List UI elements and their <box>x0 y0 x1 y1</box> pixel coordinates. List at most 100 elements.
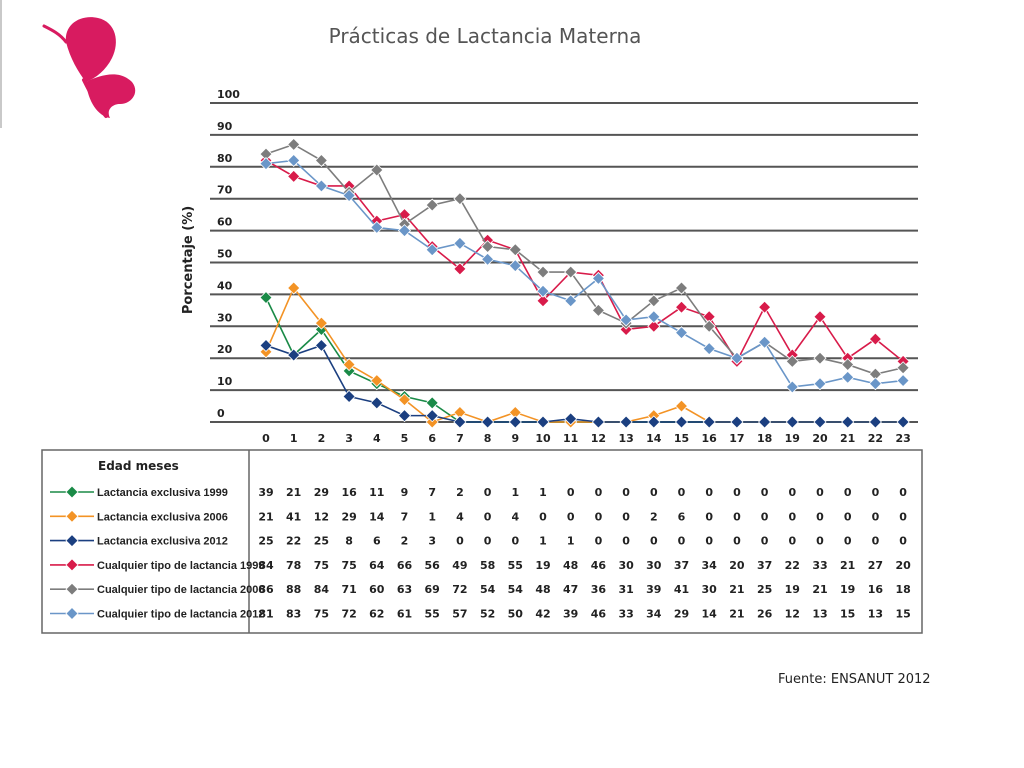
table-cell: 0 <box>484 510 492 523</box>
table-cell: 75 <box>341 559 356 572</box>
table-cell: 81 <box>258 608 273 621</box>
table-cell: 34 <box>702 559 718 572</box>
data-point <box>564 265 578 279</box>
data-point <box>868 332 882 346</box>
data-point <box>370 220 384 234</box>
data-point <box>896 415 910 429</box>
table-cell: 27 <box>868 559 883 572</box>
chart-grid <box>210 102 918 423</box>
data-point <box>397 409 412 423</box>
data-point <box>647 415 661 429</box>
table-cell: 72 <box>341 608 356 621</box>
legend-marker <box>65 485 79 499</box>
y-tick-label: 100 <box>217 88 240 101</box>
table-cell: 0 <box>844 486 852 499</box>
y-tick-label: 20 <box>217 343 233 356</box>
table-cell: 41 <box>286 510 301 523</box>
table-header-edad: Edad meses <box>98 459 179 473</box>
table-cell: 29 <box>341 510 356 523</box>
table-cell: 0 <box>567 510 575 523</box>
x-tick-label: 11 <box>563 432 578 445</box>
y-tick-label: 70 <box>217 184 233 197</box>
data-point <box>259 291 273 305</box>
x-tick-label: 3 <box>345 432 353 445</box>
table-cell: 0 <box>539 510 547 523</box>
data-point <box>674 326 689 340</box>
table-cell: 63 <box>397 583 412 596</box>
table-cell: 13 <box>868 608 883 621</box>
y-tick-label: 60 <box>217 216 233 229</box>
data-point <box>647 294 661 308</box>
series-line <box>265 143 904 375</box>
table-cell: 0 <box>899 510 907 523</box>
table-cell: 0 <box>484 535 492 548</box>
table-border <box>41 449 923 634</box>
table-cell: 6 <box>678 510 686 523</box>
table-cell: 4 <box>456 510 464 523</box>
table-cell: 49 <box>452 559 467 572</box>
data-point <box>813 415 827 429</box>
table-cell: 0 <box>788 510 796 523</box>
table-row: Lactancia exclusiva 2006 21 41 12 29 14 7 1 4 0 4 0… <box>50 509 907 523</box>
x-tick-label: 16 <box>702 432 718 445</box>
data-point <box>758 300 772 314</box>
table-cell: 18 <box>895 583 910 596</box>
table-cell: 22 <box>286 535 301 548</box>
data-point <box>813 351 827 365</box>
table-cell: 0 <box>844 535 852 548</box>
table-cell: 0 <box>816 510 824 523</box>
table-cell: 9 <box>401 486 409 499</box>
data-point <box>896 373 910 388</box>
legend-label: Lactancia exclusiva 2012 <box>97 536 228 548</box>
data-point <box>841 415 855 429</box>
table-cell: 25 <box>258 535 273 548</box>
table-cell: 29 <box>674 608 689 621</box>
table-cell: 50 <box>508 608 524 621</box>
table-cell: 0 <box>816 535 824 548</box>
table-cell: 19 <box>535 559 550 572</box>
table-cell: 56 <box>425 559 441 572</box>
table-cell: 48 <box>535 583 550 596</box>
series-line <box>265 159 904 364</box>
table-cell: 0 <box>844 510 852 523</box>
data-point <box>730 351 744 365</box>
source-label: Fuente: <box>778 672 827 687</box>
data-point <box>342 188 356 203</box>
series-6 <box>259 153 910 394</box>
legend-marker <box>65 509 79 523</box>
chart-title: Prácticas de Lactancia Materna <box>328 24 642 48</box>
legend-label: Lactancia exclusiva 2006 <box>97 511 228 523</box>
table-cell: 30 <box>646 559 662 572</box>
table-cell: 0 <box>678 486 686 499</box>
table-cell: 14 <box>702 608 718 621</box>
data-point <box>287 348 301 362</box>
table-cell: 2 <box>650 510 658 523</box>
y-axis-ticks: 0 10 20 30 40 50 60 70 80 90 100 <box>217 88 240 420</box>
x-tick-label: 19 <box>785 432 800 445</box>
x-tick-label: 1 <box>290 432 298 445</box>
table-cell: 39 <box>258 486 273 499</box>
table-cell: 72 <box>452 583 467 596</box>
data-point <box>868 415 882 429</box>
data-point <box>481 252 495 266</box>
series-2 <box>259 281 910 429</box>
data-point <box>370 373 384 388</box>
legend-marker <box>65 534 79 548</box>
data-point <box>453 192 467 206</box>
table-cell: 57 <box>452 608 467 621</box>
x-tick-label: 20 <box>812 432 828 445</box>
data-point <box>453 236 467 250</box>
table-cell: 0 <box>899 486 907 499</box>
table-cell: 34 <box>646 608 662 621</box>
x-axis-ticks: 0 1 2 3 4 5 6 7 8 9 10 11 12 13 14 15 16 17 18 19 20 21 22 23 <box>262 432 911 445</box>
table-cell: 75 <box>314 608 329 621</box>
data-point <box>453 262 467 276</box>
table-cell: 21 <box>729 583 744 596</box>
table-cell: 41 <box>674 583 689 596</box>
table-cell: 7 <box>428 486 436 499</box>
data-point <box>314 153 328 167</box>
table-cell: 0 <box>650 486 658 499</box>
x-tick-label: 12 <box>591 432 606 445</box>
table-cell: 16 <box>868 583 884 596</box>
table-cell: 25 <box>757 583 772 596</box>
